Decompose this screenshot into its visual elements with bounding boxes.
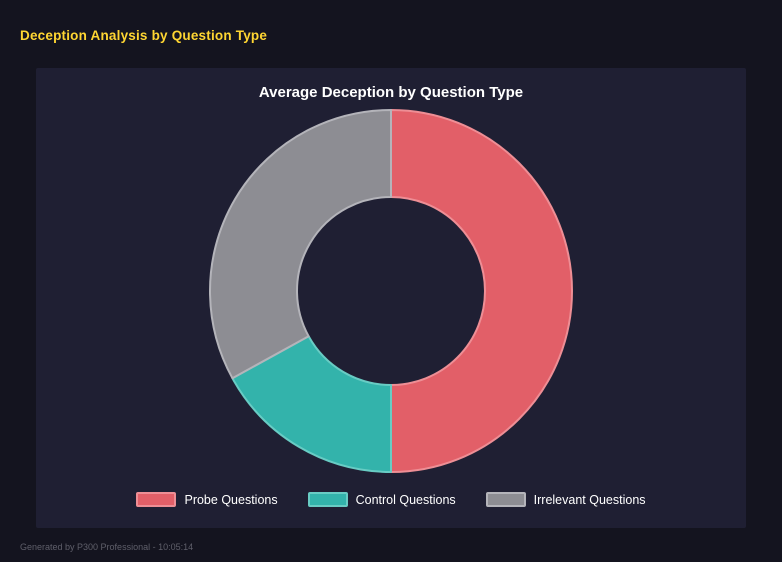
chart-title: Average Deception by Question Type [258,84,524,101]
donut-segment-control-questions[interactable] [231,335,392,473]
donut-segment-probe-questions[interactable] [390,109,573,473]
legend-label: Control Questions [355,492,456,507]
donut-chart [36,106,746,476]
legend-swatch [307,492,348,507]
legend-item-irrelevant-questions[interactable]: Irrelevant Questions [485,492,646,507]
legend-item-probe-questions[interactable]: Probe Questions [136,492,278,507]
legend-label: Probe Questions [184,492,278,507]
legend-item-control-questions[interactable]: Control Questions [307,492,456,507]
footer-text: Generated by P300 Professional - 10:05:1… [20,542,194,552]
chart-panel: Average Deception by Question Type Probe… [36,68,746,528]
donut-segment-irrelevant-questions[interactable] [209,109,392,380]
legend-label: Irrelevant Questions [533,492,646,507]
chart-legend: Probe Questions Control Questions Irreleva… [36,492,746,507]
legend-swatch [136,492,177,507]
donut-chart-svg [209,109,573,473]
page-title: Deception Analysis by Question Type [20,28,268,43]
legend-swatch [485,492,526,507]
